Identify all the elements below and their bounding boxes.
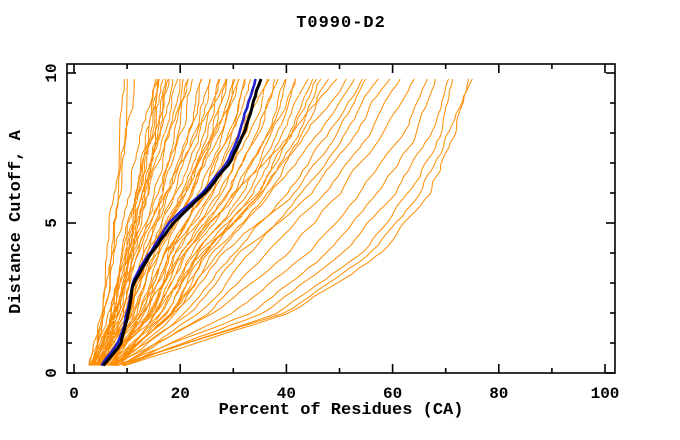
server-model-line [123, 78, 428, 366]
server-model-line [122, 78, 401, 366]
server-model-line [111, 78, 391, 366]
server-model-line [88, 78, 167, 366]
server-model-line [108, 78, 314, 366]
x-tick-label: 20 [171, 385, 190, 403]
y-tick-label: 0 [43, 368, 61, 378]
server-model-line [105, 78, 234, 366]
server-model-line [118, 78, 347, 366]
server-model-line [124, 78, 469, 366]
x-tick-label: 0 [69, 385, 79, 403]
server-model-line [122, 78, 450, 366]
server-model-line [99, 78, 240, 366]
server-model-line [113, 78, 286, 366]
server-model-line [110, 78, 338, 366]
server-model-line [121, 78, 379, 366]
best-model-black-line [101, 78, 263, 367]
server-model-line [104, 78, 287, 366]
server-model-line [111, 78, 355, 366]
y-tick-label: 10 [43, 63, 61, 82]
server-model-line [99, 78, 160, 366]
server-model-line [104, 78, 297, 366]
plot-border [66, 63, 616, 374]
x-tick-label: 80 [489, 385, 508, 403]
server-model-line [93, 78, 174, 366]
x-tick-label: 100 [591, 385, 620, 403]
server-model-line [114, 78, 318, 366]
best-model-blue-line [100, 78, 257, 367]
server-model-line [90, 78, 125, 366]
y-tick-label: 5 [43, 218, 61, 228]
x-tick-label: 60 [383, 385, 402, 403]
server-model-line [111, 78, 269, 366]
server-model-line [90, 78, 159, 366]
server-model-line [88, 78, 135, 366]
server-model-line [113, 78, 309, 366]
server-model-line [116, 78, 473, 366]
server-model-line [118, 78, 330, 366]
x-axis-label: Percent of Residues (CA) [218, 401, 464, 420]
server-model-line [101, 78, 252, 366]
server-model-line [112, 78, 415, 366]
server-model-line [112, 78, 296, 366]
server-model-line [100, 78, 261, 366]
server-model-line [99, 78, 170, 366]
server-model-line [110, 78, 366, 366]
server-model-line [115, 78, 436, 366]
server-model-line [104, 78, 227, 366]
chart-title: T0990-D2 [296, 14, 386, 33]
server-model-line [103, 78, 270, 366]
server-model-line [93, 78, 189, 366]
x-tick-label: 40 [277, 385, 296, 403]
server-model-line [94, 78, 228, 366]
server-model-line [99, 78, 179, 366]
server-model-line [96, 78, 202, 366]
server-model-line [92, 78, 211, 366]
server-model-line [114, 78, 453, 366]
server-model-line [117, 78, 363, 366]
